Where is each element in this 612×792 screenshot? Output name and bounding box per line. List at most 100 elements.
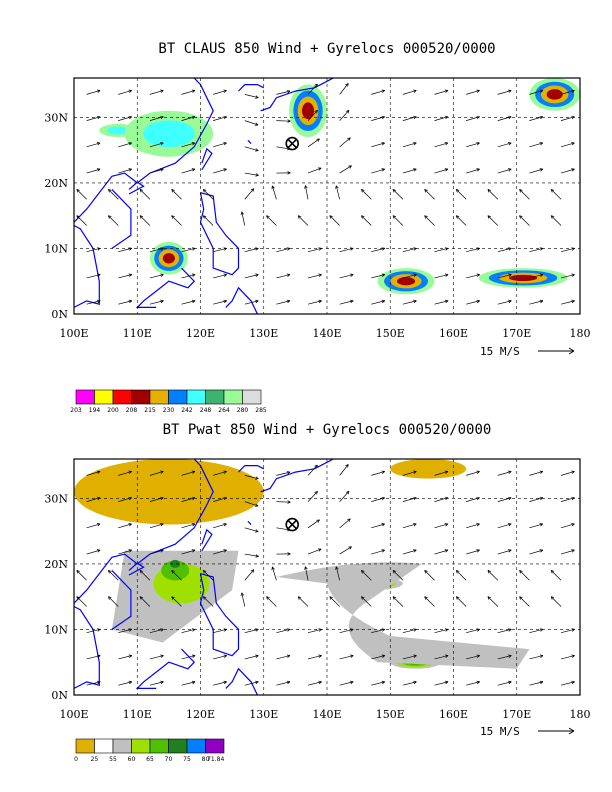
- wind-vector-head: [97, 273, 101, 277]
- wind-vector: [402, 628, 417, 634]
- wind-vector-head: [413, 680, 417, 685]
- wind-vector: [181, 655, 196, 660]
- colorbar-label: 285: [255, 407, 267, 414]
- coastline: [199, 192, 240, 276]
- wind-vector-head: [128, 654, 133, 658]
- wind-vector: [171, 570, 182, 581]
- colorbar-label: 0: [74, 756, 78, 763]
- wind-vector-head: [444, 654, 449, 658]
- wind-vector: [171, 215, 182, 226]
- wind-vector-head: [345, 490, 350, 495]
- wind-vector: [560, 90, 575, 95]
- wind-vector-head: [508, 680, 512, 685]
- wind-vector-head: [128, 299, 133, 304]
- wind-vector-head: [223, 168, 227, 172]
- wind-vector-head: [223, 273, 227, 277]
- wind-vector: [402, 549, 417, 555]
- wind-vector-head: [128, 523, 132, 527]
- wind-vector: [276, 120, 291, 122]
- wind-vector-head: [304, 566, 308, 570]
- wind-vector: [118, 655, 132, 660]
- wind-vector-head: [392, 570, 397, 574]
- wind-vector-head: [286, 680, 291, 685]
- wind-vector: [305, 566, 309, 581]
- wind-vector-head: [413, 273, 417, 277]
- wind-vector-head: [128, 628, 133, 632]
- wind-vector-head: [444, 168, 449, 172]
- coastline: [238, 465, 265, 473]
- wind-vector: [86, 628, 101, 634]
- wind-vector: [244, 553, 259, 557]
- wind-vector-head: [381, 654, 386, 658]
- wind-vector: [244, 188, 255, 200]
- wind-vector-head: [519, 596, 523, 600]
- wind-vector: [86, 274, 101, 279]
- wind-vector-head: [128, 142, 132, 146]
- wind-vector: [149, 142, 164, 148]
- wind-vector-head: [297, 596, 302, 600]
- wind-vector: [307, 519, 320, 529]
- wind-vector: [519, 570, 530, 581]
- colorbar-label: 248: [200, 407, 212, 414]
- wind-vector: [203, 596, 214, 607]
- wind-vector: [108, 596, 119, 607]
- wind-vector-head: [223, 142, 227, 146]
- wind-vector: [76, 570, 87, 581]
- wind-vector: [171, 596, 182, 607]
- x-tick-label: 120E: [186, 327, 215, 340]
- wind-vector: [86, 497, 101, 502]
- colorbar-label: 264: [218, 407, 230, 414]
- colorbar-label: 71.84: [207, 756, 224, 763]
- wind-vector: [456, 570, 467, 581]
- wind-vector: [149, 523, 164, 529]
- wind-vector: [118, 681, 132, 686]
- colorbar-swatch: [205, 738, 225, 754]
- wind-vector-head: [539, 470, 544, 474]
- colorbar-swatch: [149, 389, 169, 405]
- colorbar-label: 55: [109, 756, 117, 763]
- wind-vector: [371, 471, 385, 476]
- wind-vector-head: [571, 299, 575, 304]
- colorbar-label: 230: [163, 407, 175, 414]
- wind-vector-head: [250, 188, 255, 192]
- wind-vector: [434, 142, 449, 148]
- wind-vector-head: [539, 680, 544, 685]
- wind-vector-head: [508, 168, 512, 172]
- colorbar-label: 25: [91, 756, 99, 763]
- wind-vector: [335, 185, 340, 200]
- coastline: [225, 667, 258, 695]
- wind-vector-head: [539, 549, 544, 553]
- wind-vector-head: [160, 549, 164, 553]
- x-tick-label: 160E: [439, 327, 468, 340]
- wind-vector: [339, 109, 350, 121]
- wind-vector: [244, 300, 259, 305]
- wind-vector: [487, 596, 499, 607]
- x-tick-label: 130E: [249, 708, 278, 721]
- wind-vector: [371, 655, 385, 660]
- wind-vector: [307, 655, 322, 660]
- wind-vector-head: [335, 185, 339, 189]
- wind-vector-head: [286, 90, 291, 94]
- wind-vector: [297, 215, 309, 226]
- wind-vector: [371, 523, 385, 529]
- wind-vector-head: [255, 654, 259, 658]
- wind-vector: [203, 215, 214, 226]
- wind-vector-head: [487, 215, 492, 219]
- wind-vector: [276, 274, 291, 279]
- wind-vector-head: [476, 299, 480, 304]
- wind-vector-head: [202, 215, 207, 219]
- wind-vector-head: [314, 464, 318, 469]
- coastline: [111, 188, 132, 249]
- wind-vector: [213, 681, 227, 686]
- wind-vector-head: [287, 552, 291, 556]
- coastline: [74, 78, 214, 223]
- wind-vector: [529, 247, 544, 253]
- wind-vector-head: [286, 273, 291, 277]
- wind-vector: [181, 471, 196, 476]
- wind-vector-head: [254, 503, 259, 507]
- wind-vector: [402, 90, 417, 95]
- wind-vector: [434, 300, 449, 305]
- wind-vector: [149, 628, 164, 634]
- field-feature: [508, 274, 538, 282]
- wind-vector-head: [97, 680, 101, 685]
